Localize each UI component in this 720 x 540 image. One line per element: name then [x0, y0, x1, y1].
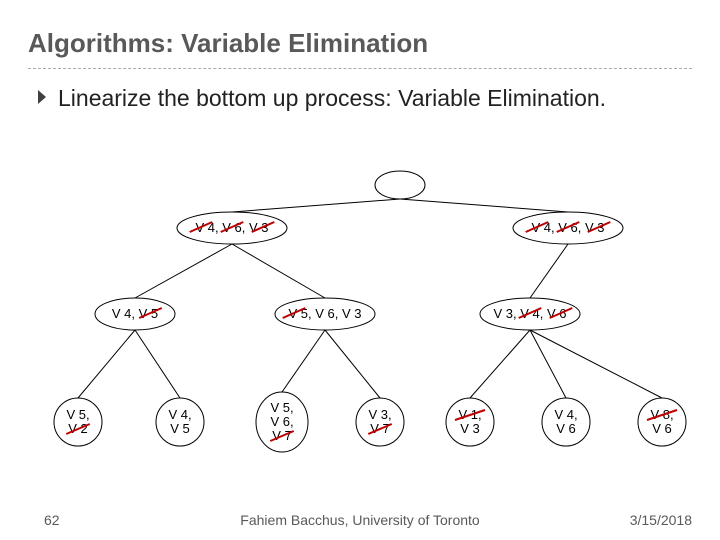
svg-text:V 3: V 3 — [460, 421, 480, 436]
svg-text:V 6: V 6 — [556, 421, 576, 436]
subtitle-text: Linearize the bottom up process: Variabl… — [58, 84, 658, 114]
svg-text:V 5,: V 5, — [66, 407, 89, 422]
svg-text:V 5,: V 5, — [270, 400, 293, 415]
footer-date: 3/15/2018 — [630, 512, 692, 528]
svg-text:V 5: V 5 — [170, 421, 190, 436]
svg-text:V 5, V 6, V 3: V 5, V 6, V 3 — [289, 306, 362, 321]
page-title: Algorithms: Variable Elimination — [28, 28, 428, 59]
svg-text:V 3,: V 3, — [368, 407, 391, 422]
svg-text:V 6: V 6 — [652, 421, 672, 436]
svg-text:V 4,: V 4, — [168, 407, 191, 422]
title-divider — [28, 68, 692, 69]
page-number: 62 — [44, 512, 60, 528]
footer-author: Fahiem Bacchus, University of Toronto — [240, 512, 479, 528]
bullet-arrow-icon — [38, 90, 50, 109]
svg-text:V 4,: V 4, — [554, 407, 577, 422]
svg-text:V 6,: V 6, — [270, 414, 293, 429]
tree-diagram: V 4, V 6, V 3V 4, V 6, V 3V 4, V 5V 5, V… — [0, 160, 720, 500]
